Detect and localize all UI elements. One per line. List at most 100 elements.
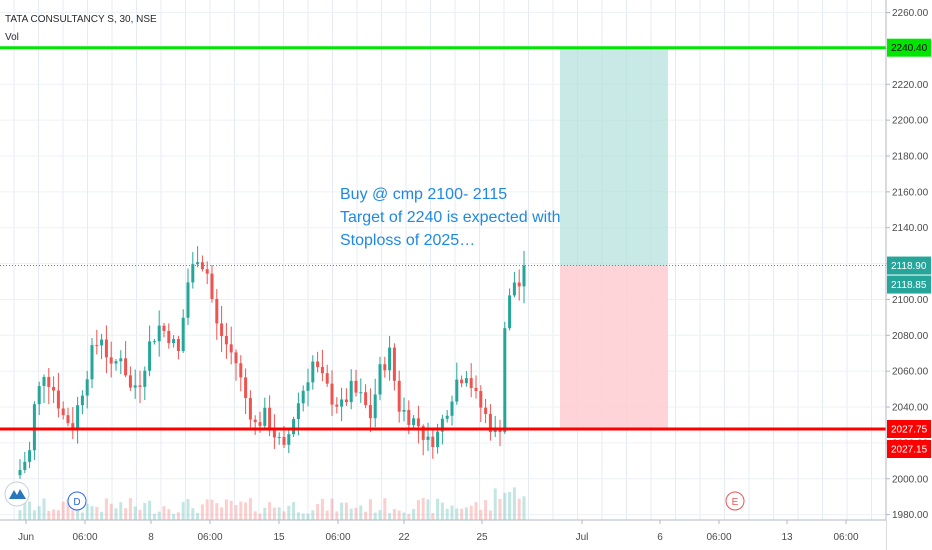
candle-body [95,345,99,347]
time-axis-background [0,520,886,550]
candle-body [215,298,219,324]
volume-bar [474,502,478,520]
volume-bar [138,509,142,520]
candle-body [402,409,406,412]
price-badge-label: 2118.90 [891,261,927,272]
candle-body [239,363,243,378]
volume-bar [200,504,204,520]
candlesticks [18,246,526,479]
volume-bar [61,501,65,520]
volume-bar [268,502,272,520]
annotation-line-3: Stoploss of 2025… [340,232,475,249]
volume-label: Vol [5,32,19,43]
volume-bar [100,511,104,520]
loss-zone[interactable] [560,265,668,429]
candle-body [508,295,512,329]
volume-bar [205,499,209,520]
volume-bar [215,503,219,520]
price-axis-label: 2000.00 [892,474,929,485]
candle-body [450,401,454,416]
volume-bar [493,488,497,520]
volume-bar [421,498,425,520]
volume-bar [287,505,291,520]
price-axis-label: 1980.00 [892,510,929,521]
candle-body [162,325,166,331]
logo-mountain [9,489,26,499]
candle-body [335,404,339,407]
candle-body [330,383,334,405]
volume-bar [176,512,180,520]
candle-body [436,431,440,448]
dividend-marker-letter: D [73,497,80,508]
volume-bar [344,502,348,520]
logo-circle [4,481,30,507]
time-axis-label: 25 [476,532,488,543]
volume-bar [469,505,473,520]
candle-body [128,375,132,388]
price-badge [887,256,931,275]
tradingview-logo-icon[interactable] [4,481,30,507]
price-axis-label: 2140.00 [892,223,929,234]
candle-body [100,339,104,346]
time-axis[interactable]: Jun 06:00 8 06:00 15 06:00 22 25 Jul 6 06:00 13 06:0… [0,519,886,550]
volume-bar [186,499,190,520]
profit-zone[interactable] [560,47,668,266]
candle-body [138,385,142,387]
candle-body [124,358,128,376]
candle-body [186,282,190,318]
volume-bar [460,508,464,520]
candle-body [56,390,60,409]
volume-bar [234,505,238,520]
volume-bar [148,500,152,520]
earnings-marker[interactable]: E [725,491,745,511]
volume-bar [488,510,492,520]
candle-body [196,262,200,265]
volume-bar [109,503,113,520]
volume-bar [503,492,507,520]
time-axis-label: Jun [18,532,34,543]
candle-body [364,392,368,406]
candle-body [263,407,267,426]
candle-body [114,361,118,364]
candle-body [445,415,449,419]
candle-body [109,357,113,364]
candle-body [344,399,348,403]
candle-body [90,345,94,380]
volume-bar [244,502,248,520]
trade-annotation[interactable]: Buy @ cmp 2100- 2115 Target of 2240 is e… [340,186,561,249]
volume-bar [368,499,372,520]
volume-bar [95,506,99,520]
candle-body [455,379,459,402]
candle-body [517,282,521,287]
candle-body [512,282,516,296]
time-axis-label: 22 [398,532,410,543]
time-axis-label: 15 [273,532,285,543]
annotation-line-1: Buy @ cmp 2100- 2115 [340,186,507,203]
volume-bar [210,499,214,520]
volume-bar [402,512,406,520]
volume-bar [85,503,89,520]
volume-bar [181,501,185,520]
volume-bar [484,500,488,520]
volume-bar [445,508,449,520]
candle-body [181,317,185,352]
volume-bar [224,499,228,520]
volume-bar [388,513,392,520]
candle-body [340,399,344,407]
volume-bar [436,498,440,520]
volume-bar [42,498,46,520]
dividend-marker[interactable]: D [67,491,87,511]
volume-bar [119,502,123,520]
volume-bar [220,507,224,520]
price-badge-label: 2027.15 [891,445,928,456]
candle-body [104,339,108,358]
candle-body [373,394,377,419]
price-badge [887,440,931,458]
volume-bar [349,508,353,520]
candle-body [253,419,257,423]
price-axis[interactable]: 1980.002000.002020.002040.002060.002080.… [885,0,932,550]
candle-body [464,378,468,384]
volume-bar [378,510,382,520]
volume-bar [498,498,502,520]
